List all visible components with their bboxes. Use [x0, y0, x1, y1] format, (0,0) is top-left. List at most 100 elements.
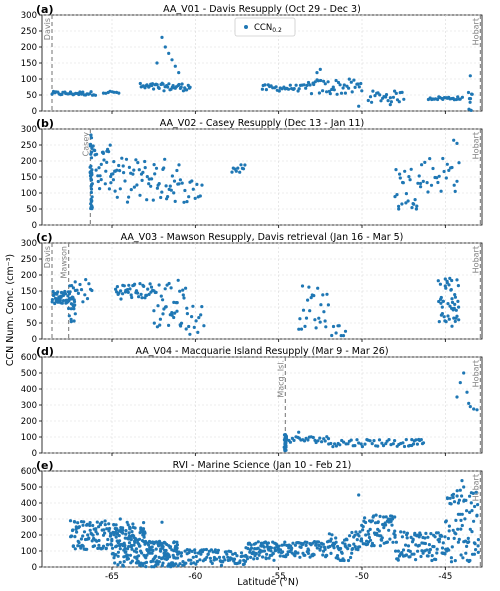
- data-point: [118, 517, 122, 521]
- data-point: [389, 519, 393, 524]
- data-point: [468, 494, 472, 498]
- data-point: [342, 558, 346, 563]
- data-point: [146, 287, 150, 291]
- y-tick-label: 50: [26, 205, 37, 215]
- data-point: [82, 530, 87, 534]
- data-point: [447, 529, 451, 533]
- data-point: [164, 184, 168, 188]
- data-point: [94, 168, 98, 172]
- data-point: [132, 168, 136, 172]
- data-point: [406, 199, 410, 203]
- data-point: [185, 200, 189, 204]
- data-point: [305, 83, 309, 87]
- data-point: [160, 35, 164, 40]
- data-point: [301, 308, 306, 312]
- data-point: [347, 77, 351, 81]
- data-point: [394, 540, 398, 544]
- panel-title: AA_V01 - Davis Resupply (Oct 29 - Dec 3): [163, 4, 361, 15]
- data-point: [329, 441, 333, 446]
- data-point: [266, 541, 270, 545]
- data-point: [374, 513, 378, 517]
- data-point: [111, 172, 115, 176]
- data-point: [413, 198, 417, 202]
- data-point: [109, 533, 113, 537]
- data-point: [321, 542, 325, 546]
- data-point: [455, 489, 459, 493]
- data-point: [408, 178, 412, 182]
- data-point: [373, 521, 378, 525]
- data-point: [190, 315, 194, 319]
- data-point: [90, 539, 94, 543]
- y-tick-label: 250: [21, 27, 37, 37]
- data-point: [455, 141, 459, 145]
- x-axis-label: Latitude (°N): [237, 577, 298, 588]
- data-point: [444, 286, 448, 290]
- data-point: [79, 546, 83, 550]
- data-point: [320, 440, 324, 444]
- data-point: [349, 80, 353, 84]
- data-point: [107, 526, 112, 531]
- y-tick-label: 250: [21, 255, 37, 265]
- data-point: [156, 562, 160, 566]
- data-point: [145, 83, 149, 87]
- data-point: [463, 517, 467, 521]
- data-point: [225, 552, 229, 556]
- y-tick-label: 300: [21, 515, 37, 525]
- data-point: [430, 554, 434, 558]
- data-point: [475, 513, 479, 517]
- data-point: [224, 550, 228, 554]
- data-point: [165, 557, 170, 561]
- data-point: [175, 309, 179, 313]
- data-point: [412, 552, 416, 556]
- legend: CCN0.2: [234, 17, 296, 37]
- data-point: [468, 405, 472, 409]
- data-point: [465, 390, 469, 394]
- data-point: [256, 540, 260, 544]
- data-point: [367, 532, 371, 536]
- data-point: [408, 549, 412, 554]
- data-point: [143, 531, 147, 535]
- data-point: [204, 547, 208, 552]
- data-point: [404, 438, 408, 442]
- legend-marker: [244, 25, 248, 29]
- data-point: [372, 544, 376, 548]
- data-point: [193, 551, 197, 555]
- data-point: [433, 535, 437, 539]
- station-label: Macq. Isl.: [276, 360, 285, 398]
- data-point: [241, 554, 245, 558]
- data-point: [75, 530, 79, 534]
- data-point: [188, 332, 192, 336]
- data-point: [177, 182, 181, 186]
- data-point: [138, 81, 142, 86]
- data-point: [437, 320, 441, 324]
- data-point: [316, 439, 320, 443]
- scatter-points: [68, 479, 480, 569]
- data-point: [306, 298, 310, 302]
- scatter-points: [282, 371, 479, 453]
- data-point: [72, 307, 76, 311]
- station-label: Hobart: [471, 360, 480, 387]
- data-point: [458, 381, 462, 385]
- data-point: [368, 527, 372, 532]
- data-point: [150, 82, 155, 86]
- data-point: [371, 89, 375, 93]
- data-point: [143, 159, 147, 164]
- data-point: [107, 529, 111, 533]
- data-point: [469, 501, 473, 505]
- data-point: [88, 521, 92, 525]
- data-point: [300, 284, 305, 288]
- data-point: [423, 536, 427, 540]
- data-point: [327, 532, 331, 536]
- data-point: [188, 85, 192, 89]
- data-point: [476, 503, 480, 507]
- data-point: [105, 160, 109, 164]
- data-point: [70, 534, 74, 538]
- data-point: [269, 549, 273, 553]
- data-point: [394, 91, 398, 95]
- data-point: [403, 169, 407, 173]
- data-point: [118, 560, 122, 565]
- data-point: [339, 546, 343, 551]
- data-point: [120, 156, 124, 160]
- data-point: [50, 92, 54, 96]
